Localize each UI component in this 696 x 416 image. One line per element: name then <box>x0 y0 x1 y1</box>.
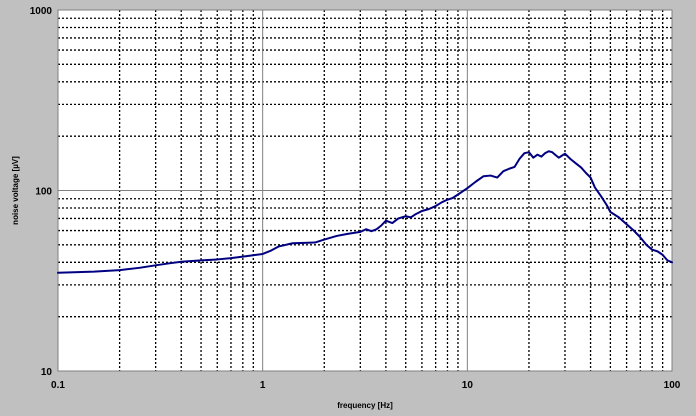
x-axis-title: frequency [Hz] <box>337 401 393 410</box>
y-tick-labels: 10 100 1000 <box>30 6 53 378</box>
y-tick-label: 10 <box>41 367 53 378</box>
x-tick-label: 10 <box>462 380 474 391</box>
y-axis-title: noise voltage [µV] <box>11 156 20 225</box>
x-tick-label: 1 <box>260 380 266 391</box>
x-tick-label: 100 <box>664 380 681 391</box>
y-tick-label: 100 <box>35 187 52 198</box>
x-tick-labels: 0.1 1 10 100 <box>51 380 681 391</box>
x-tick-label: 0.1 <box>51 380 65 391</box>
series-line <box>57 150 673 274</box>
y-tick-label: 1000 <box>30 6 53 17</box>
plot-border <box>57 9 673 372</box>
